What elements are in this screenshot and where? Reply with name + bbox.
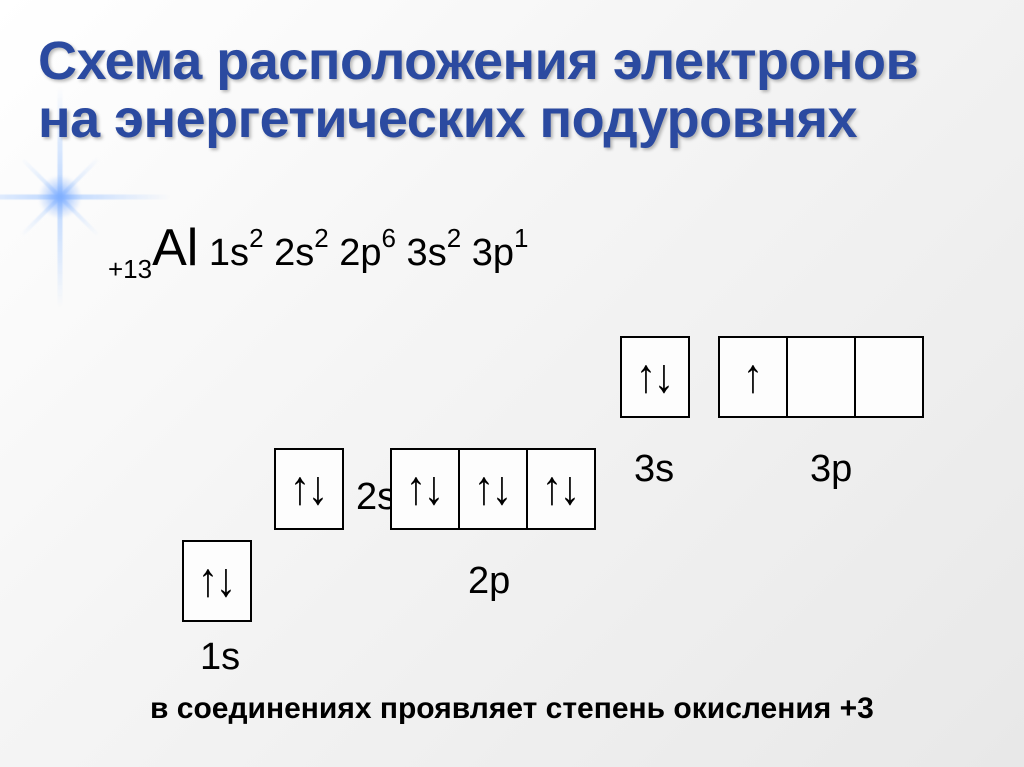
orbital-boxes: ↑↓ — [620, 336, 690, 418]
orbital-boxes: ↑ — [718, 336, 924, 418]
spin-down-icon: ↓ — [308, 465, 328, 513]
spin-up-icon: ↑ — [290, 465, 310, 513]
orbital-2s: ↑↓2s — [274, 448, 344, 530]
element-symbol: Al — [152, 219, 198, 277]
orbital-3p: ↑3p — [718, 336, 924, 418]
decorative-lens-flare — [38, 175, 82, 219]
orbital-boxes: ↑↓↑↓↑↓ — [390, 448, 596, 530]
orbital-label: 1s — [200, 636, 240, 679]
orbital-cell — [854, 336, 924, 418]
spin-down-icon: ↓ — [216, 557, 236, 605]
spin-up-icon: ↑ — [636, 353, 656, 401]
orbital-cell: ↑↓ — [274, 448, 344, 530]
spin-up-icon: ↑ — [406, 465, 426, 513]
orbital-2p: ↑↓↑↓↑↓2p — [390, 448, 596, 530]
orbital-label: 3s — [634, 448, 674, 491]
orbital-cell: ↑↓ — [182, 540, 252, 622]
orbital-cell — [786, 336, 856, 418]
orbital-cell: ↑ — [718, 336, 788, 418]
spin-up-icon: ↑ — [198, 557, 218, 605]
orbital-cell: ↑↓ — [526, 448, 596, 530]
orbital-cell: ↑↓ — [390, 448, 460, 530]
orbital-cell: ↑↓ — [620, 336, 690, 418]
orbital-boxes: ↑↓ — [182, 540, 252, 622]
spin-up-icon: ↑ — [743, 353, 763, 401]
atomic-number: +13 — [108, 254, 152, 284]
spin-up-icon: ↑ — [542, 465, 562, 513]
slide-title: Схема расположения электронов на энергет… — [38, 32, 988, 149]
spin-down-icon: ↓ — [424, 465, 444, 513]
spin-down-icon: ↓ — [560, 465, 580, 513]
spin-down-icon: ↓ — [654, 353, 674, 401]
oxidation-state-note: в соединениях проявляет степень окислени… — [150, 692, 874, 726]
electron-config-line: +13Al 1s2 2s2 2p6 3s2 3p1 — [108, 218, 528, 281]
orbital-label: 3p — [810, 448, 852, 491]
orbital-label: 2s — [356, 476, 396, 519]
spin-down-icon: ↓ — [492, 465, 512, 513]
orbital-label: 2p — [468, 560, 510, 603]
electron-config-notation: 1s2 2s2 2p6 3s2 3p1 — [209, 232, 529, 274]
orbital-cell: ↑↓ — [458, 448, 528, 530]
spin-up-icon: ↑ — [474, 465, 494, 513]
orbital-boxes: ↑↓ — [274, 448, 344, 530]
slide-root: Схема расположения электронов на энергет… — [0, 0, 1024, 767]
orbital-3s: ↑↓3s — [620, 336, 690, 418]
orbital-1s: ↑↓1s — [182, 540, 252, 622]
